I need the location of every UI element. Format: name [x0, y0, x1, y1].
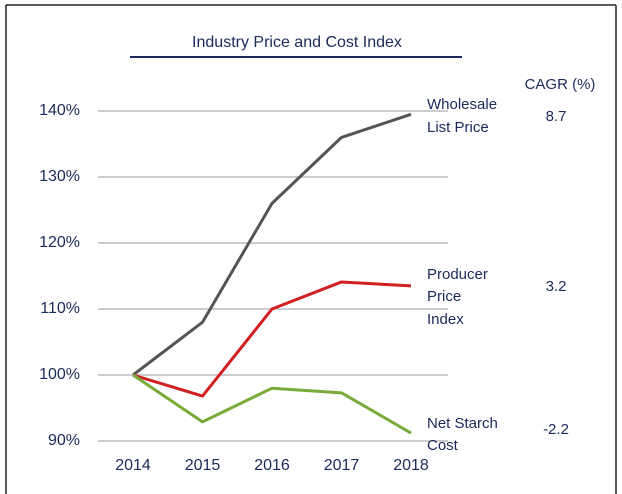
y-tick-label: 120%: [39, 234, 80, 251]
series-label: Producer: [427, 266, 488, 283]
cagr-value: 8.7: [546, 108, 567, 125]
series-label: Net Starch: [427, 415, 498, 432]
y-tick-label: 110%: [40, 300, 80, 317]
cagr-value: 3.2: [546, 278, 567, 295]
cagr-header: CAGR (%): [525, 76, 596, 93]
series-label: List Price: [427, 119, 489, 136]
series-line: [132, 112, 412, 377]
chart-title: Industry Price and Cost Index: [192, 34, 402, 51]
x-tick-label: 2017: [324, 457, 360, 474]
y-tick-label: 140%: [39, 102, 80, 119]
x-tick-label: 2014: [115, 457, 151, 474]
x-tick-label: 2018: [393, 457, 429, 474]
series-label: Cost: [427, 437, 459, 454]
series-label: Wholesale: [427, 96, 497, 113]
x-tick-label: 2015: [185, 457, 221, 474]
y-tick-label: 100%: [39, 366, 80, 383]
series-label: Index: [427, 311, 464, 328]
y-tick-label: 130%: [39, 168, 80, 185]
series-line: [132, 373, 412, 435]
series-label: Price: [427, 288, 461, 305]
series-line: [132, 280, 412, 398]
y-tick-label: 90%: [48, 432, 80, 449]
cagr-value: -2.2: [543, 421, 569, 438]
x-tick-label: 2016: [254, 457, 290, 474]
